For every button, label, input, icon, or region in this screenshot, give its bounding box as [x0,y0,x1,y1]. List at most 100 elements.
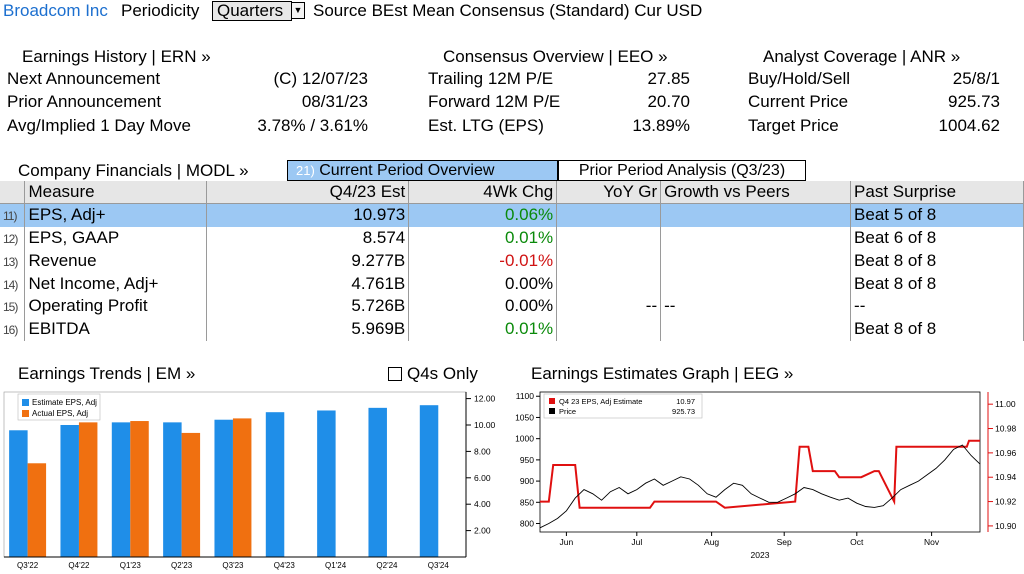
column-header-past-surprise[interactable]: Past Surprise [850,181,1024,205]
estimate-bar [368,407,387,557]
chg-cell: 0.06% [408,203,558,227]
estimate-bar [214,419,233,557]
estimate-bar [419,405,439,557]
table-row[interactable]: 16) EBITDA 5.969B 0.01% Beat 8 of 8 [0,317,1024,341]
legend-swatch [549,408,555,414]
yoy-cell-text: -- [645,296,658,316]
x-tick-label: Aug [704,537,719,547]
x-tick-label: Q4'22 [68,561,90,570]
left-tick-label: 1000 [515,434,534,444]
row-index: 11) [0,203,26,227]
y-tick-label: 4.00 [474,499,491,509]
surprise-cell-text: Beat 8 of 8 [854,319,937,339]
legend-label: Q4 23 EPS, Adj Estimate [559,397,642,406]
measure-cell: EPS, GAAP [24,226,208,250]
column-header-yoy-gr[interactable]: YoY Gr [556,181,662,205]
periodicity-label: Periodicity [121,1,200,20]
trailing-pe-value: 27.85 [647,69,690,88]
y-tick-label: 10.00 [474,420,496,430]
avg-move-label: Avg/Implied 1 Day Move [7,116,191,135]
estimate-cell-text: 9.277B [351,250,406,270]
index-header [0,181,26,205]
right-tick-label: 10.98 [995,424,1017,434]
company-financials-title[interactable]: Company Financials | MODL » [18,161,249,180]
column-header-estimate[interactable]: Q4/23 Est [206,181,410,205]
legend-box [543,393,703,419]
surprise-cell-text: Beat 5 of 8 [854,205,937,225]
surprise-cell: Beat 8 of 8 [850,272,1024,295]
earnings-estimates-graph-title[interactable]: Earnings Estimates Graph | EEG » [531,364,794,383]
estimate-bar [265,412,285,557]
estimate-bar [163,422,182,557]
estimate-cell: 9.277B [206,249,410,273]
ticker-name[interactable]: Broadcom Inc [3,1,108,20]
actual-bar [130,421,149,557]
chg-cell: 0.00% [408,294,558,318]
trailing-pe-label: Trailing 12M P/E [428,69,554,88]
table-header-row: Measure Q4/23 Est 4Wk Chg YoY Gr Growth … [0,181,1024,205]
chg-cell: -0.01% [408,249,558,273]
x-axis-year-label: 2023 [751,550,770,560]
tab-current-period[interactable]: 21) Current Period Overview (Q4/23) [287,160,558,198]
estimate-bar [111,422,131,557]
x-tick-label: Jun [560,537,574,547]
row-index: 13) [0,249,26,273]
earnings-history-title[interactable]: Earnings History | ERN » [22,47,211,66]
measure-cell: EPS, Adj+ [24,203,208,227]
q4s-only-checkbox[interactable] [388,367,402,381]
x-tick-label: Q3'24 [428,561,450,570]
surprise-cell-text: Beat 8 of 8 [854,250,937,270]
left-tick-label: 950 [520,455,534,465]
table-row[interactable]: 15) Operating Profit 5.726B 0.00% -- -- -- [0,294,1024,318]
measure-cell: Operating Profit [24,294,208,318]
row-index-text: 11) [3,209,17,224]
estimate-cell-text: 10.973 [353,205,406,225]
estimate-cell: 4.761B [206,272,410,295]
surprise-cell-text: -- [854,296,866,316]
chg-cell-text: 0.01% [504,319,554,339]
table-row[interactable]: 11) EPS, Adj+ 10.973 0.06% Beat 5 of 8 [0,203,1024,227]
chg-cell-text: 0.01% [504,227,554,247]
column-header-measure[interactable]: Measure [24,181,208,205]
peers-cell [660,249,852,273]
row-index: 15) [0,294,26,318]
next-announcement-label: Next Announcement [7,69,161,88]
right-tick-label: 10.96 [995,448,1017,458]
x-tick-label: Q3'22 [17,561,39,570]
row-index: 12) [0,226,26,250]
consensus-overview-title[interactable]: Consensus Overview | EEO » [443,47,668,66]
column-header-growth-vs-peers[interactable]: Growth vs Peers [660,181,852,205]
chg-cell-text: -0.01% [499,250,554,270]
x-tick-label: Sep [777,537,792,547]
estimate-cell-text: 5.726B [351,296,406,316]
price-series-line [539,444,981,529]
estimate-cell: 5.726B [206,294,410,318]
measure-cell: Net Income, Adj+ [24,272,208,295]
column-header-4wk-chg[interactable]: 4Wk Chg [408,181,558,205]
legend-box [17,393,101,421]
measure-cell-text: EPS, GAAP [28,227,120,247]
right-tick-label: 10.92 [995,497,1017,507]
actual-bar [78,422,98,557]
table-row[interactable]: 14) Net Income, Adj+ 4.761B 0.00% Beat 8 of … [0,272,1024,295]
surprise-cell: Beat 8 of 8 [850,249,1024,273]
x-tick-label: Q2'24 [376,561,398,570]
x-tick-label: Q4'23 [274,561,296,570]
chevron-down-icon[interactable]: ▼ [291,2,305,19]
current-price-value: 925.73 [948,92,1000,111]
table-row[interactable]: 12) EPS, GAAP 8.574 0.01% Beat 6 of 8 [0,226,1024,250]
row-index-text: 12) [3,231,18,246]
tab-prior-period[interactable]: Prior Period Analysis (Q3/23) [558,160,806,181]
periodicity-select[interactable]: Quarters [212,1,292,21]
avg-move-value: 3.78% / 3.61% [257,116,368,135]
right-tick-label: 10.94 [995,472,1017,482]
table-row[interactable]: 13) Revenue 9.277B -0.01% Beat 8 of 8 [0,249,1024,273]
legend-value: 925.73 [672,407,695,416]
measure-cell: EBITDA [24,317,208,341]
earnings-trends-title[interactable]: Earnings Trends | EM » [18,364,196,383]
left-tick-label: 800 [520,519,534,529]
x-tick-label: Q3'23 [222,561,244,570]
yoy-cell [556,249,662,273]
analyst-coverage-title[interactable]: Analyst Coverage | ANR » [763,47,961,66]
actual-bar [232,418,252,557]
